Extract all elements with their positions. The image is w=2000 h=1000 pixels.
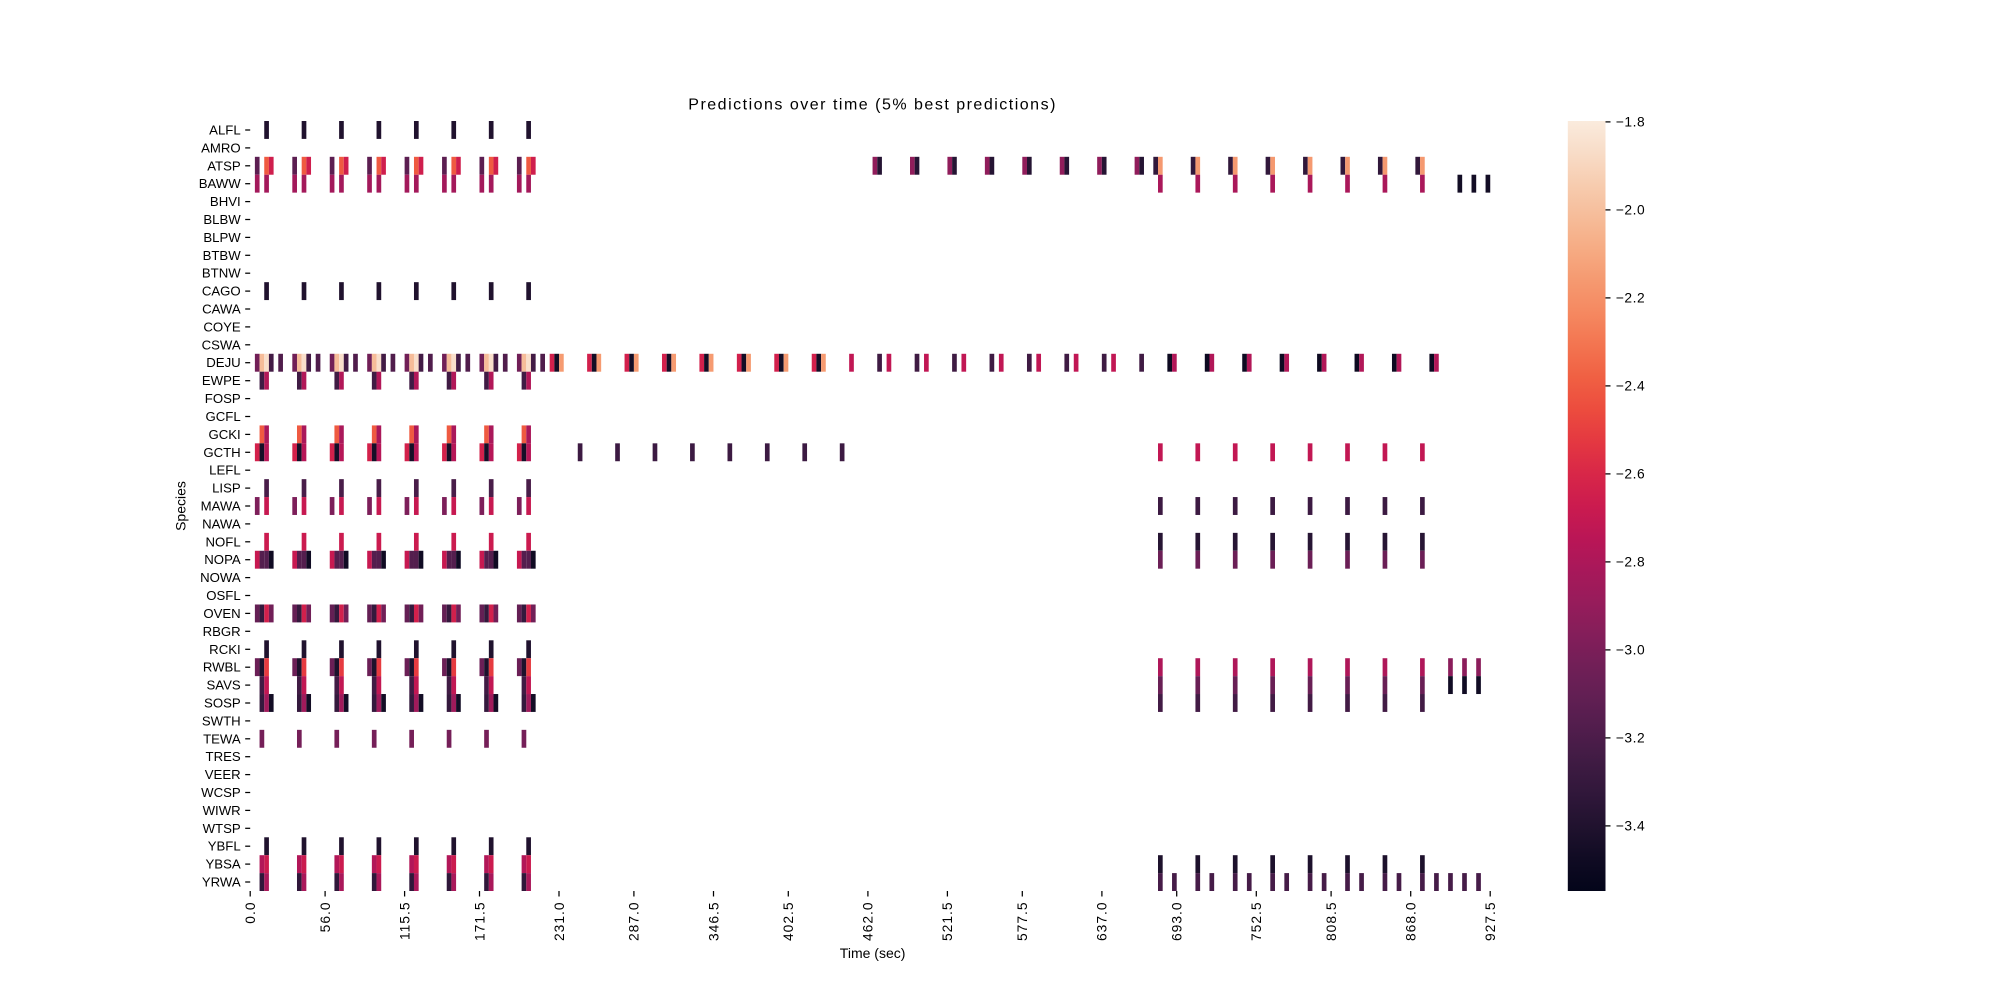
svg-text:346.5: 346.5 [706, 902, 721, 942]
svg-text:OVEN: OVEN [203, 606, 240, 621]
svg-text:WCSP: WCSP [201, 785, 241, 800]
svg-text:−2.6: −2.6 [1616, 466, 1646, 481]
svg-text:−3.2: −3.2 [1616, 730, 1646, 745]
svg-text:Time (sec): Time (sec) [840, 945, 906, 961]
svg-text:−3.4: −3.4 [1616, 818, 1646, 833]
svg-text:YBSA: YBSA [206, 857, 241, 872]
svg-text:−2.0: −2.0 [1616, 202, 1646, 217]
svg-text:YRWA: YRWA [202, 875, 241, 890]
svg-text:OSFL: OSFL [206, 588, 240, 603]
svg-text:SAVS: SAVS [206, 678, 240, 693]
svg-text:EWPE: EWPE [202, 373, 241, 388]
svg-text:BAWW: BAWW [199, 176, 242, 191]
svg-text:−1.8: −1.8 [1616, 114, 1646, 129]
svg-text:752.5: 752.5 [1249, 902, 1264, 942]
svg-text:402.5: 402.5 [781, 902, 796, 942]
svg-text:VEER: VEER [205, 767, 241, 782]
svg-text:927.5: 927.5 [1483, 902, 1498, 942]
svg-text:693.0: 693.0 [1170, 902, 1185, 942]
svg-text:−2.8: −2.8 [1616, 554, 1646, 569]
svg-text:868.0: 868.0 [1404, 902, 1419, 942]
svg-text:TEWA: TEWA [203, 731, 241, 746]
svg-text:231.0: 231.0 [552, 902, 567, 942]
svg-text:NOFL: NOFL [206, 534, 241, 549]
svg-text:BTNW: BTNW [202, 266, 241, 281]
svg-text:Species: Species [173, 481, 189, 531]
svg-text:287.0: 287.0 [627, 902, 642, 942]
svg-text:LEFL: LEFL [209, 463, 241, 478]
svg-text:MAWA: MAWA [201, 499, 241, 514]
svg-text:RWBL: RWBL [203, 660, 241, 675]
svg-text:SOSP: SOSP [204, 696, 241, 711]
svg-text:ALFL: ALFL [209, 123, 241, 138]
svg-text:577.5: 577.5 [1015, 902, 1030, 942]
svg-text:0.0: 0.0 [243, 902, 258, 924]
svg-text:637.0: 637.0 [1095, 902, 1110, 942]
svg-text:CAWA: CAWA [202, 302, 241, 317]
svg-text:521.5: 521.5 [940, 902, 955, 942]
svg-text:BHVI: BHVI [210, 194, 241, 209]
svg-text:NOWA: NOWA [200, 570, 241, 585]
svg-text:WTSP: WTSP [203, 821, 241, 836]
svg-text:BTBW: BTBW [203, 248, 242, 263]
svg-text:Predictions over time (5% best: Predictions over time (5% best predictio… [688, 97, 1057, 114]
svg-text:COYE: COYE [203, 319, 241, 334]
svg-text:171.5: 171.5 [472, 902, 487, 942]
svg-text:WIWR: WIWR [203, 803, 241, 818]
svg-text:GCKI: GCKI [208, 427, 240, 442]
svg-text:SWTH: SWTH [202, 713, 241, 728]
svg-text:TRES: TRES [206, 749, 241, 764]
svg-text:BLBW: BLBW [203, 212, 241, 227]
svg-text:RBGR: RBGR [203, 624, 241, 639]
svg-text:−2.2: −2.2 [1616, 290, 1646, 305]
svg-text:462.0: 462.0 [861, 902, 876, 942]
svg-text:NOPA: NOPA [204, 552, 241, 567]
svg-text:115.5: 115.5 [397, 902, 412, 941]
svg-text:808.5: 808.5 [1324, 902, 1339, 942]
svg-text:−2.4: −2.4 [1616, 378, 1646, 393]
svg-text:CAGO: CAGO [202, 284, 241, 299]
svg-text:RCKI: RCKI [209, 642, 241, 657]
svg-text:CSWA: CSWA [202, 337, 241, 352]
svg-text:DEJU: DEJU [206, 355, 240, 370]
svg-text:FOSP: FOSP [205, 391, 241, 406]
svg-text:YBFL: YBFL [208, 839, 241, 854]
svg-text:ATSP: ATSP [207, 158, 241, 173]
svg-text:56.0: 56.0 [318, 902, 333, 933]
svg-text:GCTH: GCTH [203, 445, 240, 460]
svg-text:AMRO: AMRO [201, 140, 241, 155]
svg-text:GCFL: GCFL [206, 409, 241, 424]
svg-text:BLPW: BLPW [203, 230, 241, 245]
svg-text:−3.0: −3.0 [1616, 642, 1646, 657]
svg-text:LISP: LISP [212, 481, 241, 496]
svg-text:NAWA: NAWA [202, 516, 241, 531]
